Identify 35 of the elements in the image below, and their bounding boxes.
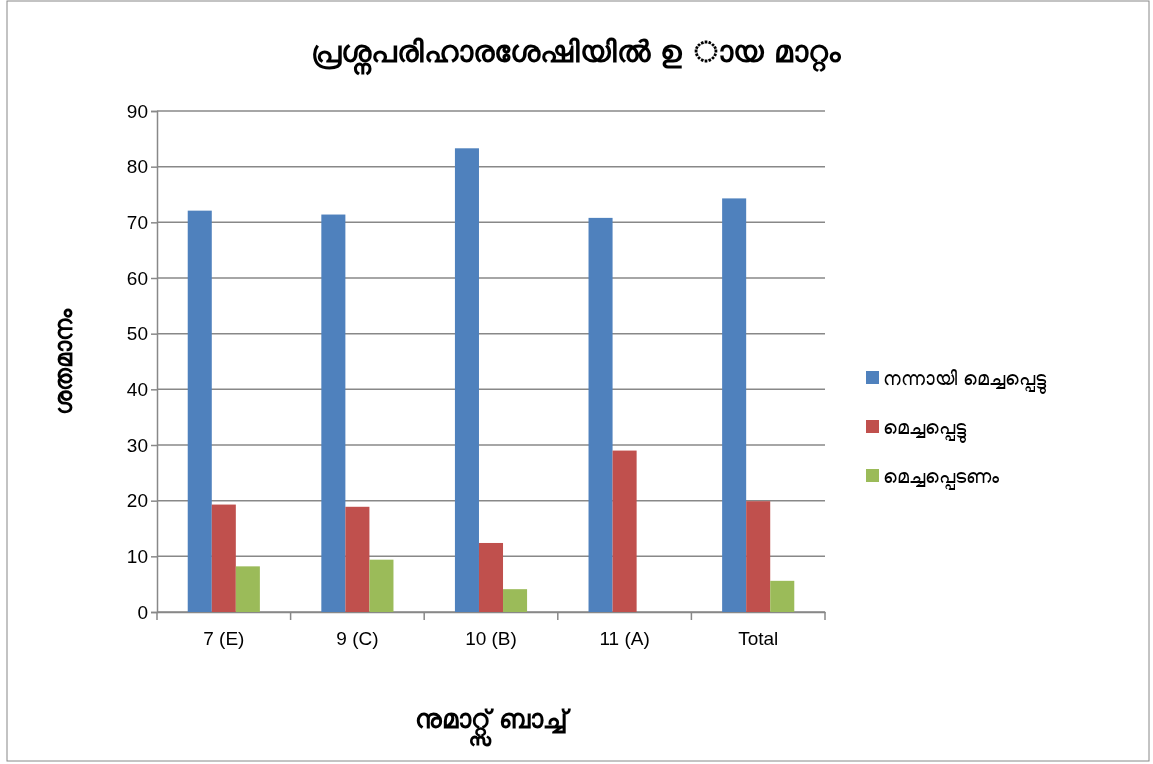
bar: [187, 210, 212, 612]
y-tick-label: 30: [126, 434, 148, 456]
bar: [478, 542, 504, 612]
y-tick-label: 90: [126, 100, 148, 122]
bar: [770, 580, 795, 612]
y-tick-label: 10: [126, 545, 148, 567]
legend-label: നന്നായി മെച്ചപ്പെട്ടു: [883, 366, 1048, 394]
x-tick-label: 10 (B): [465, 628, 517, 650]
x-axis-title: നുമാറ്റ്സ് ബാച്ച്: [414, 704, 572, 747]
x-tick-label: Total: [738, 628, 779, 650]
chart-title: പ്രശ്നപരിഹാരശേഷിയിൽ ഉ ായ മാറ്റം: [310, 34, 843, 76]
legend-label: മെച്ചപ്പെട്ടു: [883, 415, 967, 443]
y-axis-title: ശതമാനം: [50, 307, 78, 415]
x-tick-label: 9 (C): [336, 628, 379, 650]
bar: [722, 198, 747, 612]
y-tick-label: 0: [137, 601, 148, 623]
bar: [588, 217, 613, 612]
y-tick-label: 20: [126, 490, 148, 512]
y-tick-label: 50: [126, 323, 148, 345]
y-tick-label: 70: [126, 211, 148, 233]
bar: [235, 566, 260, 612]
x-tick-label: 11 (A): [599, 628, 650, 650]
y-tick-label: 40: [126, 378, 148, 400]
bar: [746, 501, 771, 612]
bar: [345, 506, 370, 612]
bar: [369, 559, 394, 612]
y-tick-label: 80: [126, 156, 148, 178]
x-tick-label: 7 (E): [203, 628, 245, 650]
bar: [612, 450, 637, 612]
bar: [211, 504, 236, 612]
y-tick-label: 60: [126, 267, 148, 289]
bar: [503, 589, 528, 612]
bar: [454, 148, 479, 612]
legend-label: മെച്ചപ്പെടണം: [883, 464, 999, 490]
bar: [321, 214, 346, 612]
